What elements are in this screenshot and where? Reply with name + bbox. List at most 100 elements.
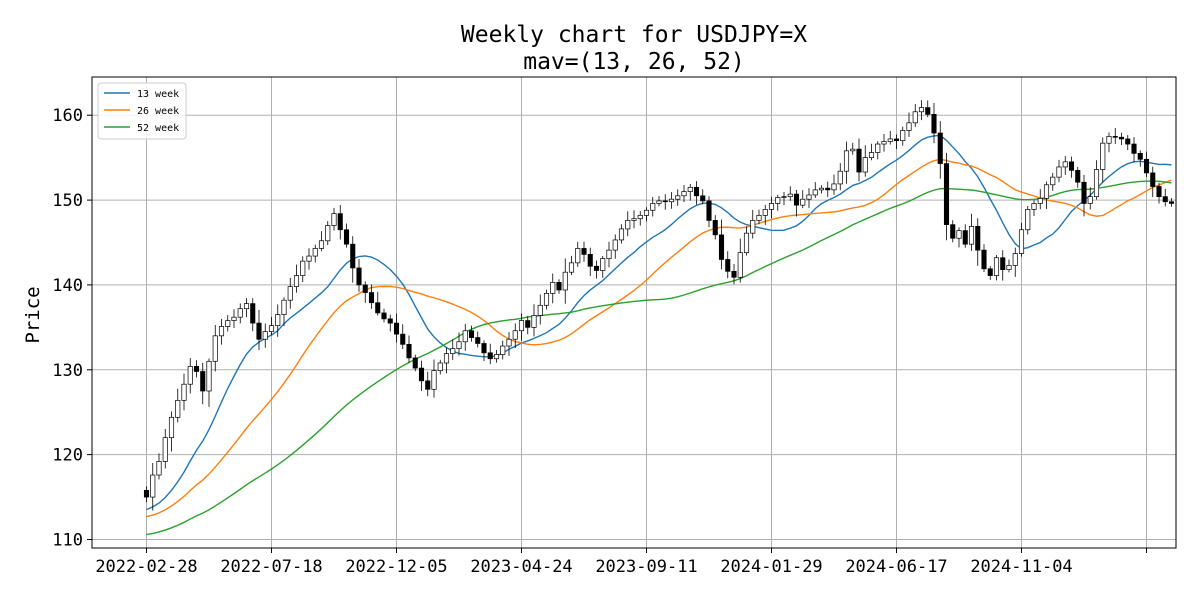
candle [637,211,643,226]
candle [868,143,875,161]
candle-body-up [756,214,762,221]
candle-body-up [181,383,187,401]
candle-body-up [1056,166,1062,178]
candle-body-up [775,197,781,204]
x-tick-label: 2024-06-17 [845,557,947,577]
candle-body-up [643,209,650,216]
candle [1018,222,1025,257]
candle [312,244,318,263]
candle-body-up [518,320,525,332]
candle [612,234,618,259]
candle [200,362,206,405]
candle-body-up [656,200,662,204]
candle-body-up [1018,229,1025,254]
candle [143,486,150,503]
candle-body-up [681,191,687,197]
candle-body-down [931,113,937,134]
candle [775,194,781,211]
candle-body-up [612,239,618,251]
candle [875,141,881,160]
candle [268,316,275,336]
candle [218,318,225,345]
candle [762,204,768,225]
candle [537,294,543,325]
candle [468,325,475,342]
candle [206,358,212,407]
candle [1168,198,1175,207]
candle-body-up [818,187,825,191]
candle-body-up [812,189,818,196]
candle [243,298,250,318]
candle [275,304,281,337]
candle [793,189,800,217]
candle [937,121,943,179]
candle [812,182,818,198]
candle [643,207,650,222]
candle [831,174,837,195]
candle-body-up [843,150,850,172]
candle-body-up [456,341,462,349]
candle-body-up [237,308,243,318]
candle-body-down [343,229,350,245]
candle [412,354,418,372]
candle [700,189,706,205]
candle-body-up [262,331,268,340]
candle [531,304,537,337]
candle-body-up [762,209,768,216]
candles [143,100,1175,511]
candle-body-down [487,352,493,360]
candle-body-up [450,348,456,355]
candle [212,325,218,372]
candle [375,291,381,316]
candle-body-up [800,198,806,206]
candle-body-down [250,303,256,324]
candle-body-up [575,248,581,264]
candle [568,255,575,276]
candle [450,339,456,360]
candle [225,315,231,332]
candle [1143,151,1150,177]
candle [550,273,556,304]
candle-body-down [893,138,900,141]
candle-body-up [887,138,893,142]
candle-body-up [168,416,175,439]
x-tick-label: 2022-02-28 [95,557,197,577]
candle [600,256,606,278]
candle-body-up [675,195,681,200]
candle [475,331,481,348]
candle [500,340,506,360]
chart-title: Weekly chart for USDJPY=X [461,22,807,48]
candle-body-down [337,213,343,231]
candle-body-down [393,322,400,335]
candle [631,210,637,229]
candle [193,360,200,378]
candle [350,236,356,283]
candle-body-up [218,326,225,337]
y-tick-label: 120 [52,446,83,466]
candle [287,277,293,309]
candle-body-down [731,270,737,278]
candle-body-down [587,254,593,267]
candle [562,258,568,304]
candle [837,163,843,191]
candle [281,297,287,326]
candle-body-up [331,213,337,226]
candle [1000,250,1006,281]
candle-body-down [981,249,987,270]
candle [912,103,918,127]
candle-body-down [1075,170,1081,183]
candle-body-up [918,107,925,113]
candle-body-down [475,337,481,344]
candle [1043,181,1050,210]
candle-body-up [668,198,675,203]
candle-body-up [300,260,306,276]
candle-body-up [462,330,468,343]
candle [1137,150,1143,167]
legend-label-13-week: 13 week [137,89,179,100]
candle [1056,159,1062,183]
candle [175,388,181,423]
y-tick-label: 160 [52,106,83,126]
candle [662,194,668,210]
candle-body-down [1125,138,1131,145]
